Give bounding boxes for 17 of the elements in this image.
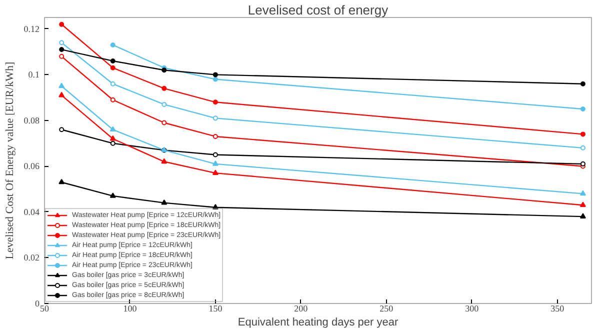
- y-tick-label: 0.06: [24, 161, 40, 172]
- y-tick-label: 0: [35, 298, 40, 308]
- x-tick-label: 200: [294, 304, 308, 314]
- y-tick-label: 0.12: [24, 24, 40, 34]
- x-tick-label: 100: [123, 304, 138, 314]
- y-tick-label: 0.1: [28, 70, 40, 80]
- x-tick-label: 300: [465, 304, 480, 314]
- x-axis-title: Equivalent heating days per year: [238, 316, 398, 328]
- y-axis-title: Levelised Cost Of Energy value [EUR/kWh]: [4, 62, 16, 260]
- x-tick-label: 250: [380, 304, 394, 314]
- y-tick-label: 0.02: [24, 252, 40, 263]
- x-tick-label: 350: [550, 304, 565, 314]
- x-tick-label: 150: [208, 304, 223, 314]
- chart-title: Levelised cost of energy: [248, 2, 389, 18]
- y-tick-label: 0.08: [24, 115, 40, 126]
- x-tick-label: 50: [40, 304, 50, 314]
- y-tick-label: 0.04: [24, 206, 40, 217]
